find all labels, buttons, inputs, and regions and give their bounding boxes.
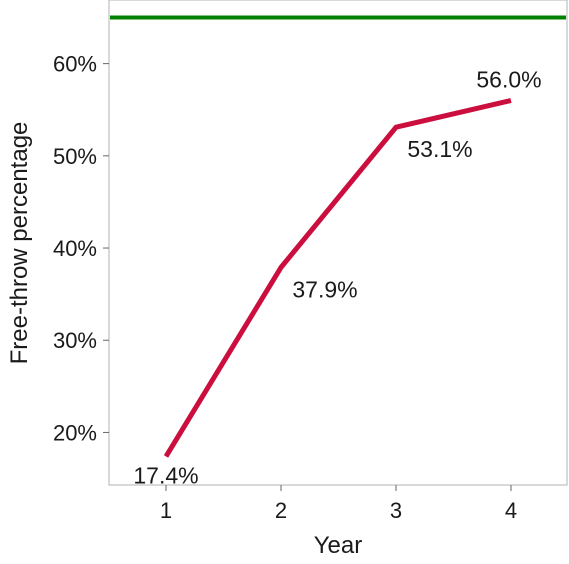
- y-axis-title: Free-throw percentage: [6, 122, 33, 365]
- data-label: 37.9%: [292, 276, 357, 302]
- plot-frame: [108, 0, 568, 486]
- x-tick-label: 1: [160, 498, 172, 523]
- y-tick-label: 50%: [53, 144, 97, 169]
- y-tick-label: 40%: [53, 236, 97, 261]
- data-label: 17.4%: [133, 462, 198, 488]
- series-line: [163, 98, 512, 458]
- x-tick-label: 3: [390, 498, 402, 523]
- x-axis: 1 2 3 4: [160, 485, 517, 523]
- y-axis: 20% 30% 40% 50% 60%: [53, 52, 109, 445]
- data-label: 56.0%: [476, 67, 541, 93]
- x-tick-label: 4: [505, 498, 517, 523]
- y-tick-label: 20%: [53, 420, 97, 445]
- data-label: 53.1%: [407, 136, 472, 162]
- y-tick-label: 60%: [53, 52, 97, 77]
- x-axis-title: Year: [314, 532, 363, 559]
- data-labels: 17.4% 37.9% 53.1% 56.0%: [133, 67, 541, 489]
- y-tick-label: 30%: [53, 328, 97, 353]
- x-tick-label: 2: [275, 498, 287, 523]
